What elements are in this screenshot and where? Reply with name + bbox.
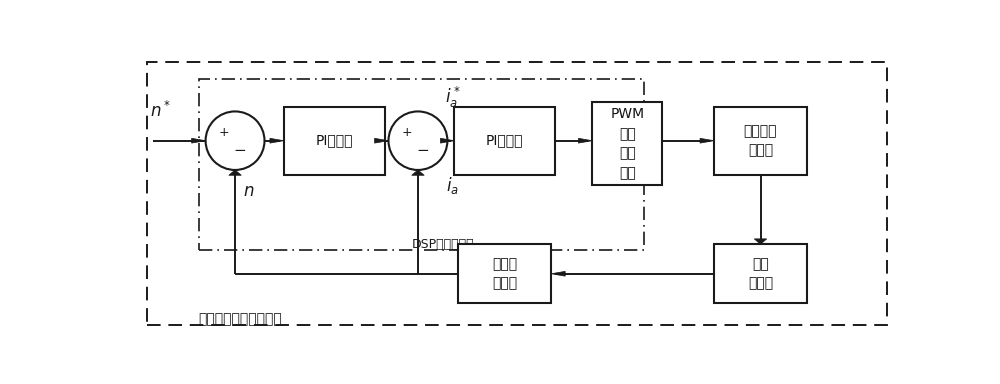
Polygon shape: [440, 138, 454, 143]
Text: 外部
传感器: 外部 传感器: [748, 257, 773, 291]
Ellipse shape: [206, 111, 264, 170]
Polygon shape: [270, 138, 284, 143]
Polygon shape: [578, 138, 592, 143]
Text: $i_a$: $i_a$: [446, 175, 459, 195]
Text: DSP中央处理器: DSP中央处理器: [412, 238, 474, 251]
Bar: [714, 244, 807, 303]
Text: PWM
功率
输出
电路: PWM 功率 输出 电路: [610, 108, 644, 180]
Polygon shape: [700, 138, 714, 143]
Polygon shape: [229, 170, 241, 175]
Text: +: +: [219, 126, 229, 139]
Text: +: +: [401, 126, 412, 139]
Bar: [147, 62, 887, 326]
Text: $n$: $n$: [243, 182, 255, 200]
Text: PI控制器: PI控制器: [486, 134, 524, 148]
Text: PI控制器: PI控制器: [316, 134, 353, 148]
Polygon shape: [192, 138, 206, 143]
Text: $i_a^*$: $i_a^*$: [445, 85, 461, 110]
Bar: [199, 79, 644, 250]
Polygon shape: [551, 271, 565, 276]
Bar: [454, 107, 555, 175]
Text: 直流伺服
电动机: 直流伺服 电动机: [744, 124, 777, 157]
Text: 直流伺服驱动控制系统: 直流伺服驱动控制系统: [199, 313, 282, 326]
Polygon shape: [412, 170, 424, 175]
Polygon shape: [375, 138, 388, 143]
Text: $n^*$: $n^*$: [150, 101, 171, 121]
Bar: [592, 102, 662, 185]
Polygon shape: [754, 239, 767, 244]
Bar: [284, 107, 385, 175]
Text: 数据采
集电路: 数据采 集电路: [492, 257, 517, 291]
Ellipse shape: [388, 111, 447, 170]
Text: −: −: [416, 142, 429, 157]
Bar: [714, 107, 807, 175]
Text: −: −: [233, 142, 246, 157]
Bar: [458, 244, 551, 303]
